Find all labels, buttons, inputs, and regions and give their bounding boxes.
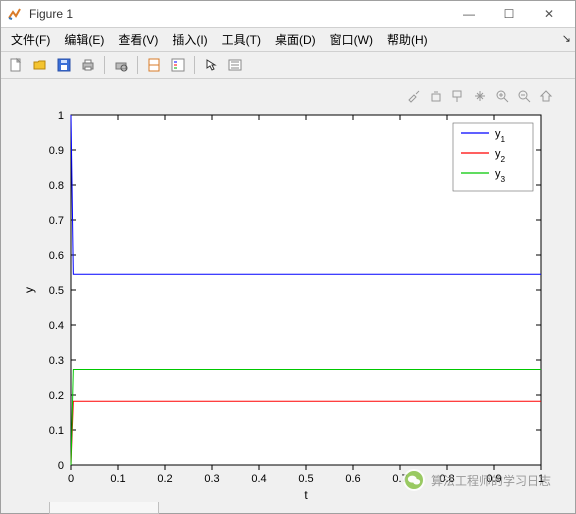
menubar: 文件(F)编辑(E)查看(V)插入(I)工具(T)桌面(D)窗口(W)帮助(H)… [1,28,575,52]
svg-text:0.4: 0.4 [251,473,266,485]
save-file-button[interactable] [53,54,75,76]
menu-item[interactable]: 窗口(W) [324,28,379,51]
menu-item[interactable]: 帮助(H) [381,28,434,51]
svg-text:0: 0 [68,473,74,485]
maximize-button[interactable]: ☐ [489,1,529,27]
wechat-icon [403,469,425,491]
figure-window: Figure 1 — ☐ ✕ 文件(F)编辑(E)查看(V)插入(I)工具(T)… [0,0,576,514]
toolbar [1,52,575,79]
svg-text:0: 0 [58,460,64,472]
menu-item[interactable]: 编辑(E) [58,28,110,51]
rotate-icon[interactable] [427,87,445,105]
svg-text:0.2: 0.2 [49,390,64,402]
svg-text:0.3: 0.3 [204,473,219,485]
svg-text:0.6: 0.6 [49,250,64,262]
brush-icon[interactable] [405,87,423,105]
data-cursor-icon[interactable] [449,87,467,105]
watermark-text: 算法工程师的学习日志 [431,472,551,489]
svg-text:0.8: 0.8 [49,180,64,192]
arrow-button[interactable] [200,54,222,76]
svg-text:t: t [304,488,308,502]
new-file-button[interactable] [5,54,27,76]
svg-text:0.7: 0.7 [49,215,64,227]
home-icon[interactable] [537,87,555,105]
minimize-button[interactable]: — [449,1,489,27]
titlebar: Figure 1 — ☐ ✕ [1,1,575,28]
menu-item[interactable]: 查看(V) [112,28,164,51]
menu-item[interactable]: 文件(F) [5,28,56,51]
svg-text:0.5: 0.5 [298,473,313,485]
menu-dropdown-icon[interactable]: ↘ [562,32,571,45]
zoom-out-icon[interactable] [515,87,533,105]
window-title: Figure 1 [29,7,73,21]
link-button[interactable] [143,54,165,76]
print-button[interactable] [77,54,99,76]
print-preview-button[interactable] [110,54,132,76]
svg-text:0.9: 0.9 [49,145,64,157]
colorbar-button[interactable] [224,54,246,76]
insert-legend-button[interactable] [167,54,189,76]
svg-text:0.4: 0.4 [49,320,64,332]
axes-toolbar [405,87,555,105]
axes[interactable]: 0 0.1 0.2 0.3 0.4 0.5 0.6 0.7 0.8 0.9 1 0 0.1 0.2 0.3 0… [9,85,565,505]
menu-item[interactable]: 工具(T) [216,28,267,51]
plot-area: 0 0.1 0.2 0.3 0.4 0.5 0.6 0.7 0.8 0.9 1 0 0.1 0.2 0.3 0… [1,79,575,513]
svg-text:0.1: 0.1 [49,425,64,437]
svg-text:y: y [22,287,36,293]
matlab-icon [7,6,23,22]
close-button[interactable]: ✕ [529,1,569,27]
menu-item[interactable]: 插入(I) [166,28,213,51]
svg-text:0.5: 0.5 [49,285,64,297]
open-file-button[interactable] [29,54,51,76]
svg-text:1: 1 [58,110,64,122]
watermark: 算法工程师的学习日志 [403,469,551,491]
bottom-tab-stub [49,502,159,514]
svg-text:0.1: 0.1 [110,473,125,485]
svg-text:0.6: 0.6 [345,473,360,485]
menu-item[interactable]: 桌面(D) [269,28,322,51]
pan-icon[interactable] [471,87,489,105]
svg-text:0.2: 0.2 [157,473,172,485]
svg-text:0.3: 0.3 [49,355,64,367]
zoom-in-icon[interactable] [493,87,511,105]
